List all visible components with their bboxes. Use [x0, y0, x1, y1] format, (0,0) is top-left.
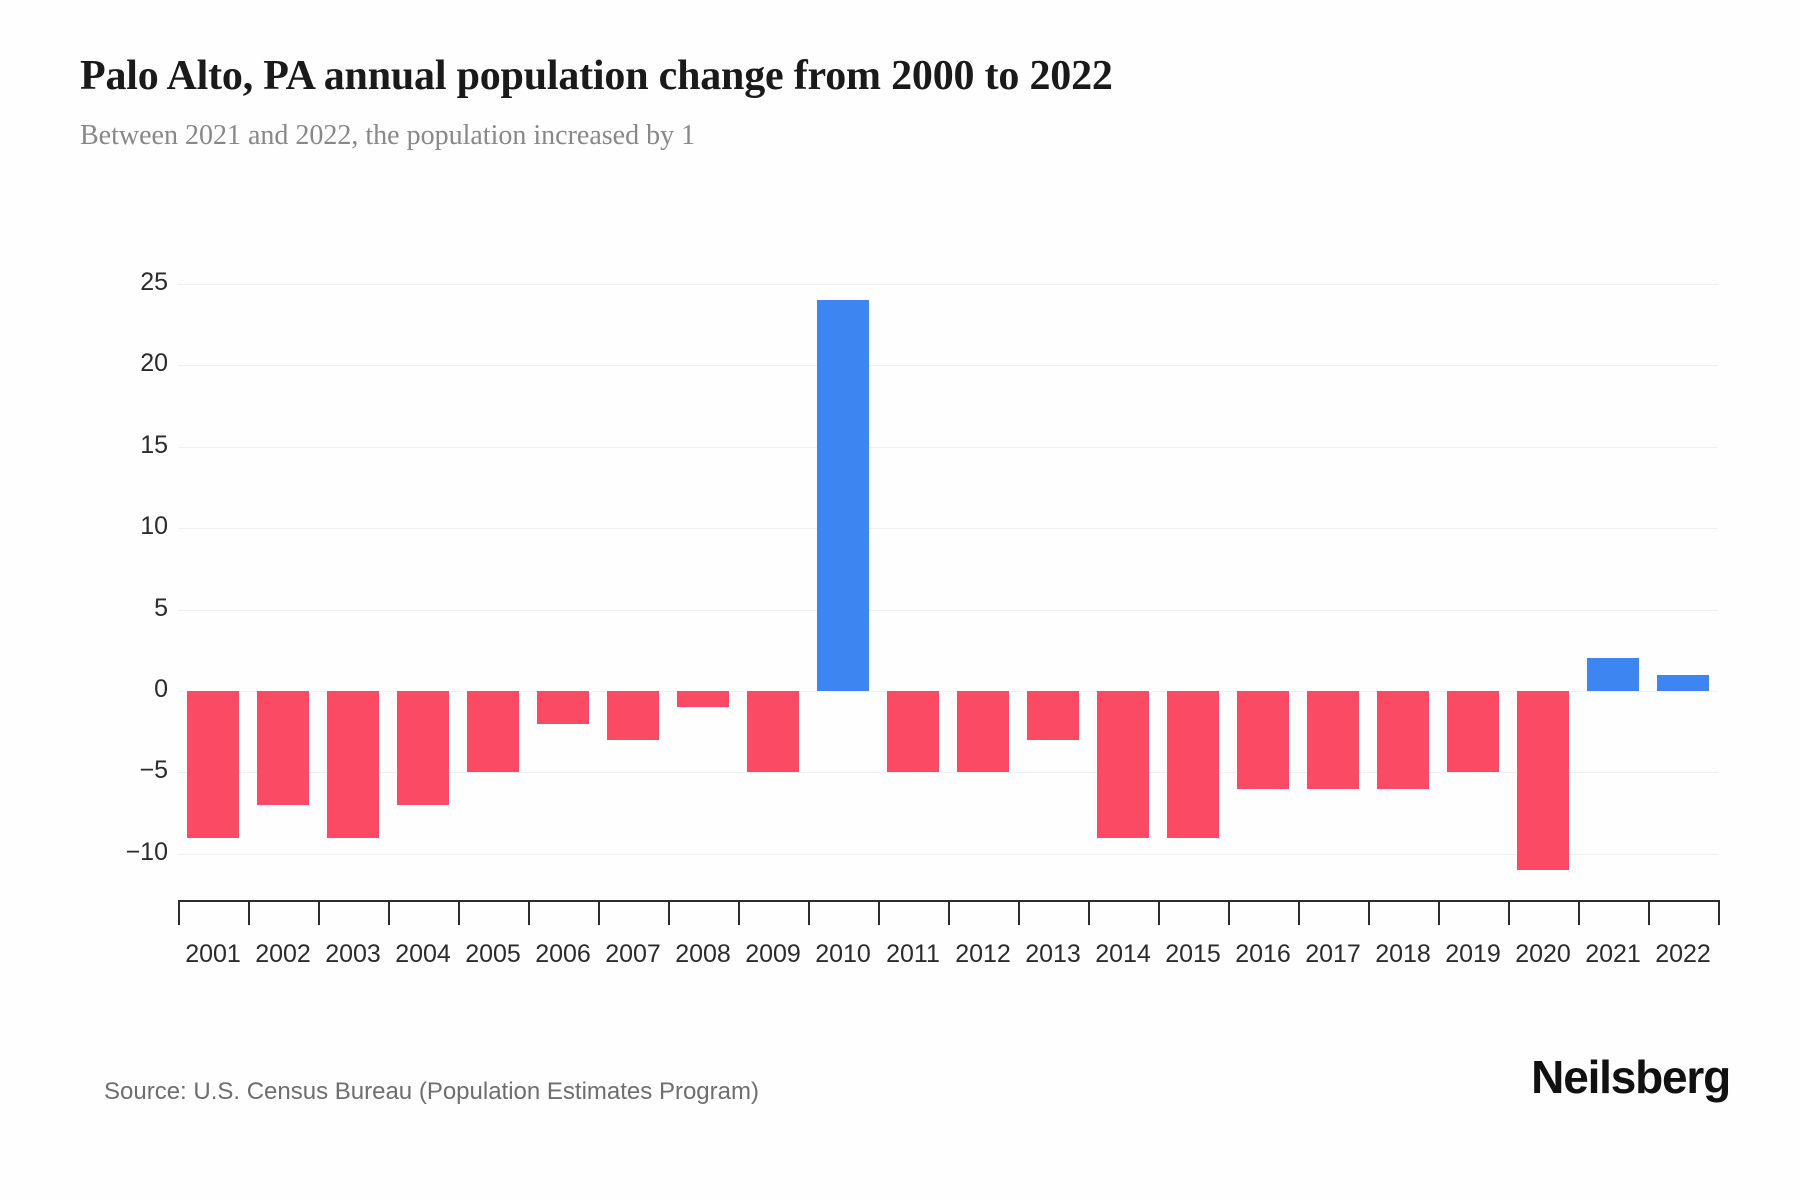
x-axis-tick — [1228, 901, 1230, 925]
x-axis-tick-label: 2007 — [605, 940, 661, 968]
x-axis-tick — [948, 901, 950, 925]
bar[interactable] — [1377, 691, 1429, 789]
bar[interactable] — [677, 691, 729, 708]
gridline — [178, 528, 1718, 530]
y-axis-tick-label: 15 — [140, 430, 168, 459]
x-axis-tick — [248, 901, 250, 925]
y-axis-tick-label: 10 — [140, 512, 168, 541]
x-axis-tick-label: 2016 — [1235, 940, 1291, 968]
x-axis-tick-label: 2019 — [1445, 940, 1501, 968]
x-axis-tick — [178, 901, 180, 925]
zero-line — [178, 691, 1718, 692]
x-axis-tick-label: 2013 — [1025, 940, 1081, 968]
x-axis-tick — [878, 901, 880, 925]
x-axis-tick — [668, 901, 670, 925]
x-axis-tick-label: 2003 — [325, 940, 381, 968]
bar[interactable] — [537, 691, 589, 724]
y-axis-tick-label: 20 — [140, 349, 168, 378]
bar[interactable] — [817, 300, 869, 691]
x-axis-tick — [1018, 901, 1020, 925]
brand-logo: Neilsberg — [1531, 1051, 1731, 1103]
x-axis-tick — [1508, 901, 1510, 925]
bar[interactable] — [397, 691, 449, 805]
bar[interactable] — [467, 691, 519, 773]
x-axis-tick-label: 2005 — [465, 940, 521, 968]
x-axis-tick — [1648, 901, 1650, 925]
y-axis-tick-label: 25 — [140, 268, 168, 296]
bar[interactable] — [1097, 691, 1149, 838]
x-axis-tick-label: 2011 — [886, 940, 940, 968]
x-axis-tick-label: 2018 — [1375, 940, 1431, 968]
y-axis-tick-label: 5 — [154, 593, 168, 622]
x-axis-tick-label: 2020 — [1515, 940, 1571, 968]
bar[interactable] — [957, 691, 1009, 773]
bar[interactable] — [1587, 658, 1639, 691]
x-axis-tick-label: 2022 — [1655, 940, 1711, 968]
page-title: Palo Alto, PA annual population change f… — [80, 53, 1113, 99]
gridline — [178, 853, 1718, 855]
bar[interactable] — [607, 691, 659, 740]
x-axis-tick-label: 2014 — [1095, 940, 1151, 968]
x-axis-tick-label: 2002 — [255, 940, 311, 968]
x-axis-tick — [1088, 901, 1090, 925]
gridline — [178, 284, 1718, 285]
x-axis-tick — [1158, 901, 1160, 925]
x-axis-tick — [1368, 901, 1370, 925]
bar[interactable] — [1237, 691, 1289, 789]
source-note: Source: U.S. Census Bureau (Population E… — [104, 1078, 759, 1105]
y-axis-tick-label: −5 — [139, 756, 168, 785]
x-axis-tick-label: 2009 — [745, 940, 801, 968]
bar[interactable] — [1167, 691, 1219, 838]
x-axis-tick-label: 2017 — [1305, 940, 1361, 968]
bar[interactable] — [187, 691, 239, 838]
chart-subtitle: Between 2021 and 2022, the population in… — [80, 120, 696, 151]
bar[interactable] — [1447, 691, 1499, 773]
x-axis-tick — [1578, 901, 1580, 925]
x-axis-tick — [528, 901, 530, 925]
x-axis-tick — [1718, 901, 1720, 925]
bar[interactable] — [1517, 691, 1569, 871]
x-axis-tick-label: 2012 — [955, 940, 1011, 968]
x-axis-tick-label: 2001 — [185, 940, 241, 968]
gridline — [178, 365, 1718, 367]
gridline — [178, 446, 1718, 448]
x-axis-tick — [388, 901, 390, 925]
x-axis-tick — [1438, 901, 1440, 925]
bar[interactable] — [747, 691, 799, 773]
bar[interactable] — [1657, 674, 1709, 691]
bar[interactable] — [1307, 691, 1359, 789]
bar[interactable] — [1027, 691, 1079, 740]
gridline — [178, 772, 1718, 774]
x-axis-tick — [318, 901, 320, 925]
x-axis-tick — [598, 901, 600, 925]
x-axis-tick — [738, 901, 740, 925]
x-axis-tick-label: 2021 — [1585, 940, 1641, 968]
y-axis-tick-label: −10 — [125, 837, 168, 866]
x-axis-tick — [458, 901, 460, 925]
x-axis-tick-label: 2015 — [1165, 940, 1221, 968]
bar[interactable] — [327, 691, 379, 838]
bar[interactable] — [257, 691, 309, 805]
y-axis-tick-label: 0 — [154, 675, 168, 703]
bar[interactable] — [887, 691, 939, 773]
x-axis-tick — [1298, 901, 1300, 925]
x-axis-tick-label: 2004 — [395, 940, 451, 968]
x-axis-tick-label: 2008 — [675, 940, 731, 968]
x-axis-tick-label: 2006 — [535, 940, 591, 968]
x-axis-tick — [808, 901, 810, 925]
gridline — [178, 609, 1718, 611]
x-axis-tick-label: 2010 — [815, 940, 871, 968]
